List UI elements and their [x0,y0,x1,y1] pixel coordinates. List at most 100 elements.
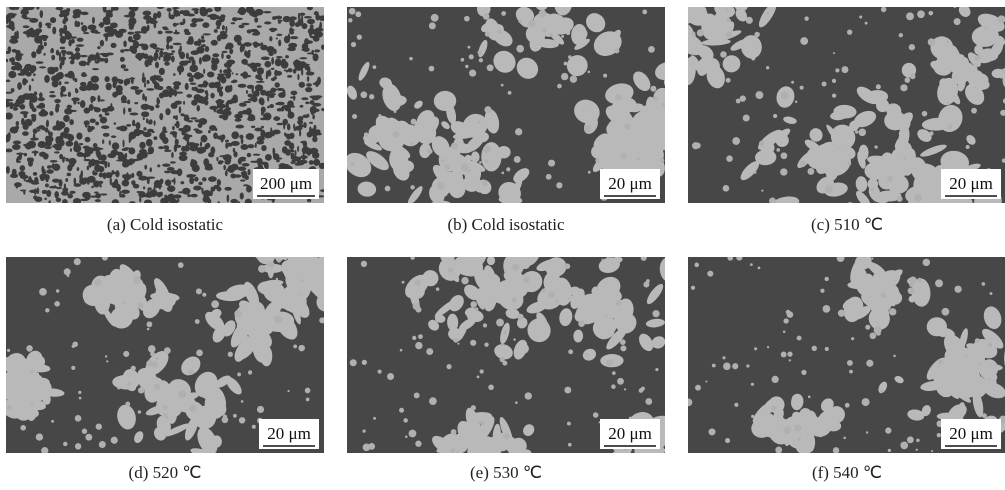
particle [216,157,218,161]
particle [20,10,29,15]
particle [529,232,559,261]
particle [273,88,277,90]
particle [326,252,335,259]
particle [557,84,562,89]
particle [439,455,472,489]
particle [248,94,253,98]
particle [75,47,80,52]
particle [243,184,249,186]
particle [123,174,130,181]
particle [55,105,59,112]
particle [106,83,112,90]
particle [775,447,782,454]
particle [139,90,142,92]
particle [237,373,241,377]
particle [188,126,191,132]
particle [64,108,72,115]
particle [409,430,417,438]
particle [169,95,172,98]
particle [847,161,851,165]
particle [314,31,323,37]
particle [888,449,891,452]
particle [35,31,40,36]
particle [102,139,104,144]
particle [203,69,205,74]
particle [61,94,67,96]
particle [219,114,228,118]
particle [758,267,761,270]
particle [187,189,189,195]
particle [263,114,266,117]
particle [128,21,134,29]
particle [465,65,468,68]
particle [257,406,264,413]
particle [746,364,749,367]
particle [373,417,376,420]
particle [167,185,175,192]
particle [194,177,198,182]
micrograph: 20 μm [0,232,369,459]
particle [851,337,854,340]
particle [705,380,707,382]
particle [833,447,840,454]
particle [771,406,776,411]
particle [232,17,238,21]
particle [257,67,264,75]
particle [97,46,100,49]
particle [200,141,202,146]
particle [95,193,101,199]
particle [467,169,470,172]
scale-bar-label: 20 μm [949,174,993,193]
particle [270,127,272,134]
particle [205,82,209,85]
particle [173,43,182,46]
particle [75,88,77,92]
particle [588,171,591,174]
particle [45,23,52,27]
particle [669,446,684,465]
particle [634,462,655,483]
particle [236,73,239,75]
particle [364,132,369,137]
particle [405,435,408,438]
particle [564,263,570,269]
particle [36,433,43,440]
particle [797,438,800,441]
particle [184,62,188,65]
particle [665,129,682,158]
particle [20,189,26,191]
particle [238,111,241,114]
particle [85,137,90,140]
particle [121,190,130,194]
particle [239,417,245,423]
particle [307,131,313,137]
particle [111,437,118,444]
particle [94,32,100,34]
particle [202,177,207,181]
particle [561,73,568,80]
particle [732,137,740,145]
particle [954,6,956,8]
particle [842,66,849,73]
particle [38,21,42,28]
particle [205,46,209,52]
particle [17,82,22,90]
particle [512,264,519,271]
particle [837,254,845,262]
particle [154,82,160,90]
particle [86,151,92,154]
particle [63,130,68,135]
particle [889,308,896,315]
particle [210,93,214,99]
particle [154,384,160,390]
particle [63,31,70,35]
particle [736,255,742,261]
particle [482,180,488,186]
particle [871,188,875,192]
particle [240,73,247,77]
particle [304,64,309,70]
particle [268,261,274,267]
particle [8,71,16,78]
particle [129,132,137,140]
micrograph: 20 μm [347,228,695,490]
